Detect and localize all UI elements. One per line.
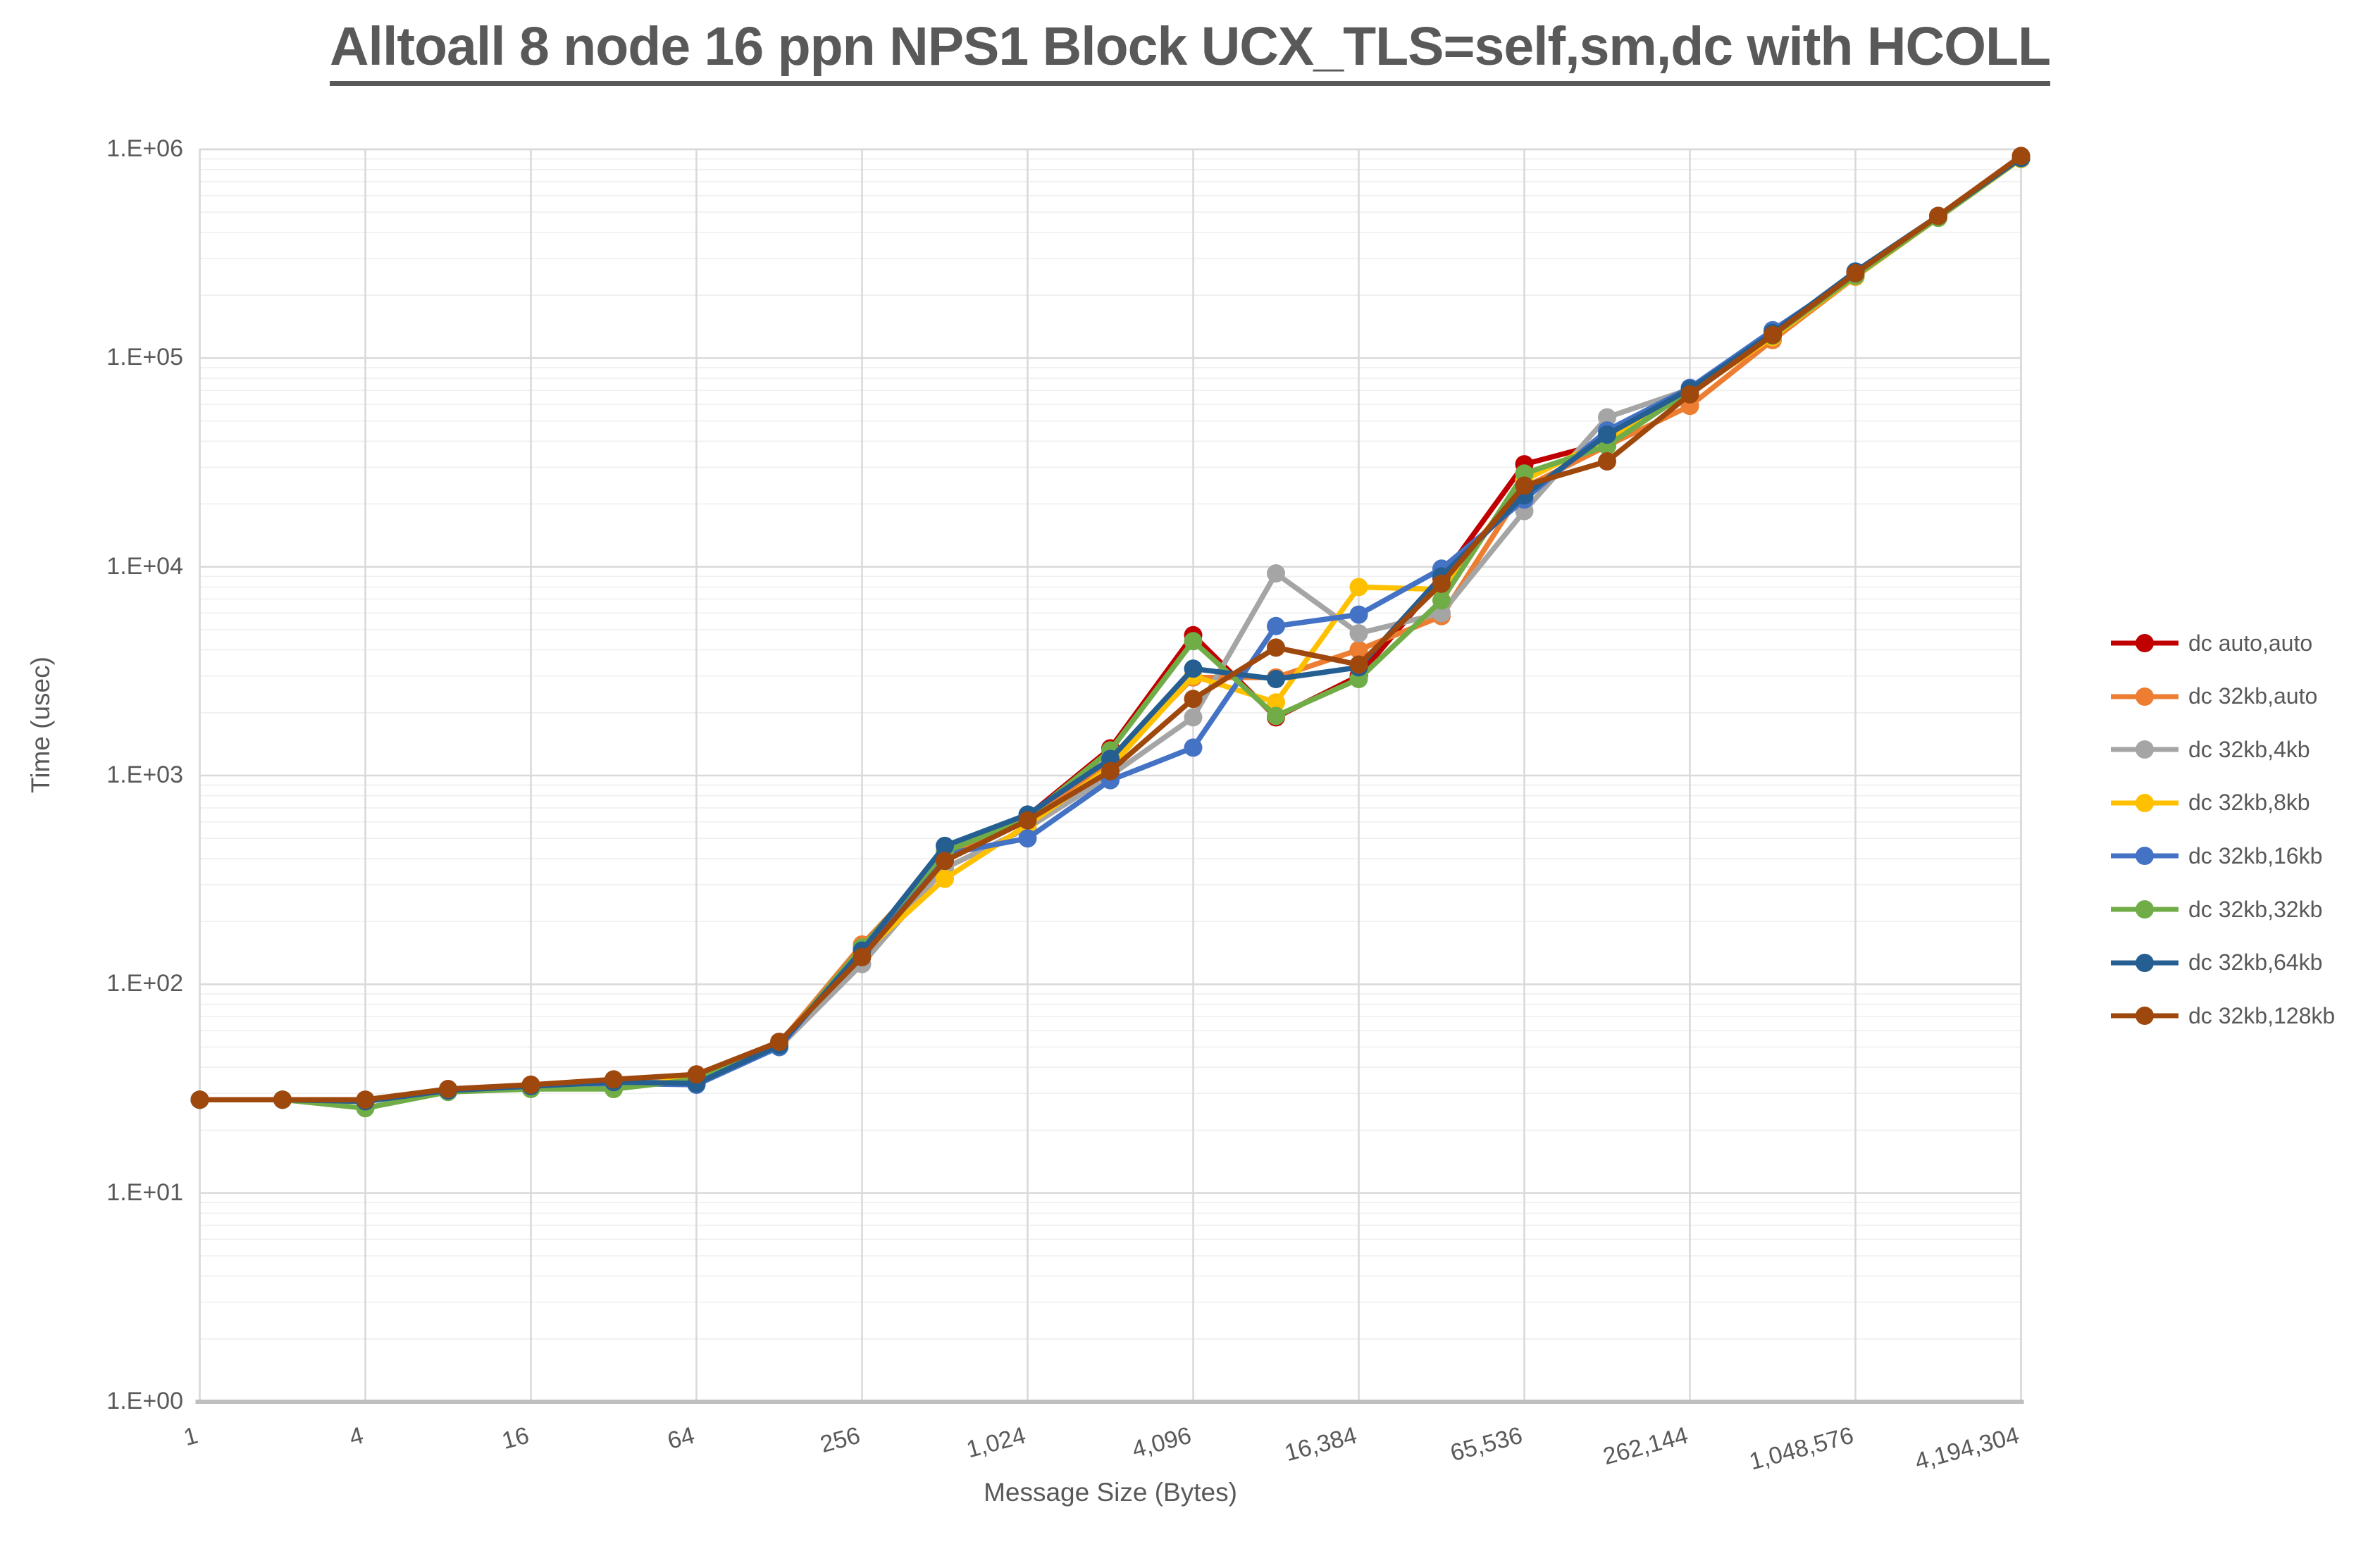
- data-point-marker[interactable]: [770, 1033, 788, 1051]
- data-point-marker[interactable]: [1018, 811, 1037, 830]
- y-tick-label: 1.E+06: [106, 135, 183, 163]
- legend-item-dc-32kb-128kb[interactable]: dc 32kb,128kb: [2109, 989, 2335, 1042]
- data-point-marker[interactable]: [936, 852, 954, 871]
- data-point-marker[interactable]: [1267, 707, 1285, 726]
- legend-dot: [2136, 1007, 2154, 1026]
- legend-label: dc 32kb,4kb: [2188, 736, 2310, 762]
- data-point-marker[interactable]: [1184, 738, 1203, 757]
- data-point-marker[interactable]: [1349, 578, 1368, 597]
- legend-item-dc-32kb-32kb[interactable]: dc 32kb,32kb: [2109, 883, 2322, 936]
- legend-marker-icon: [2111, 634, 2178, 652]
- y-tick-label: 1.E+04: [106, 552, 183, 580]
- data-point-marker[interactable]: [1680, 385, 1699, 404]
- y-tick-label: 1.E+01: [106, 1178, 183, 1206]
- legend-dot: [2136, 847, 2154, 866]
- data-point-marker[interactable]: [853, 947, 872, 966]
- data-point-marker[interactable]: [1598, 408, 1616, 427]
- legend-label: dc 32kb,64kb: [2188, 950, 2323, 976]
- data-point-marker[interactable]: [1267, 616, 1285, 635]
- legend-dot: [2136, 900, 2154, 919]
- data-point-marker[interactable]: [1184, 632, 1203, 651]
- data-point-marker[interactable]: [1267, 693, 1285, 712]
- data-point-marker[interactable]: [1598, 425, 1616, 444]
- data-point-marker[interactable]: [1267, 638, 1285, 657]
- legend-label: dc auto,auto: [2188, 630, 2313, 656]
- legend-dot: [2136, 634, 2154, 652]
- legend-label: dc 32kb,auto: [2188, 683, 2318, 709]
- data-point-marker[interactable]: [1349, 655, 1368, 674]
- data-point-marker[interactable]: [356, 1090, 375, 1109]
- data-point-marker[interactable]: [1267, 670, 1285, 688]
- y-tick-label: 1.E+05: [106, 344, 183, 371]
- data-point-marker[interactable]: [521, 1076, 540, 1094]
- series-line[interactable]: [197, 154, 2024, 1102]
- legend-marker-icon: [2111, 953, 2178, 972]
- legend-label: dc 32kb,8kb: [2188, 790, 2310, 816]
- data-point-marker[interactable]: [1929, 206, 1947, 225]
- legend-item-dc-32kb-64kb[interactable]: dc 32kb,64kb: [2109, 936, 2322, 990]
- legend-label: dc 32kb,16kb: [2188, 842, 2323, 869]
- series-line[interactable]: [197, 156, 2024, 1111]
- data-point-marker[interactable]: [936, 836, 954, 855]
- data-point-marker[interactable]: [1432, 591, 1451, 610]
- x-axis-title: Message Size (Bytes): [984, 1478, 1237, 1507]
- legend-dot: [2136, 740, 2154, 759]
- legend-item-dc-32kb-8kb[interactable]: dc 32kb,8kb: [2109, 776, 2310, 830]
- data-point-marker[interactable]: [1349, 605, 1368, 624]
- data-point-marker[interactable]: [1846, 263, 1865, 282]
- data-point-marker[interactable]: [1267, 564, 1285, 583]
- legend-dot: [2136, 687, 2154, 706]
- data-point-marker[interactable]: [2012, 147, 2031, 166]
- legend-marker-icon: [2111, 1007, 2178, 1026]
- data-point-marker[interactable]: [1764, 325, 1782, 344]
- data-point-marker[interactable]: [1349, 640, 1368, 659]
- data-point-marker[interactable]: [1184, 708, 1203, 727]
- legend-label: dc 32kb,32kb: [2188, 896, 2323, 922]
- legend-dot: [2136, 793, 2154, 812]
- series-dc-auto-auto[interactable]: [190, 147, 2031, 1109]
- data-point-marker[interactable]: [439, 1080, 457, 1098]
- series-line[interactable]: [197, 153, 2024, 1102]
- series-dc-32kb-128kb[interactable]: [190, 147, 2031, 1109]
- data-point-marker[interactable]: [190, 1090, 209, 1109]
- data-point-marker[interactable]: [1184, 690, 1203, 709]
- data-point-marker[interactable]: [273, 1090, 292, 1109]
- legend-dot: [2136, 953, 2154, 972]
- legend-marker-icon: [2111, 740, 2178, 759]
- data-point-marker[interactable]: [1101, 761, 1120, 780]
- data-point-marker[interactable]: [1598, 452, 1616, 471]
- legend-item-dc-32kb-auto[interactable]: dc 32kb,auto: [2109, 670, 2317, 723]
- legend-label: dc 32kb,128kb: [2188, 1002, 2336, 1028]
- legend-marker-icon: [2111, 687, 2178, 706]
- data-point-marker[interactable]: [936, 869, 954, 888]
- y-tick-label: 1.E+02: [106, 970, 183, 997]
- data-point-marker[interactable]: [1432, 574, 1451, 593]
- data-point-marker[interactable]: [1018, 829, 1037, 848]
- series-dc-32kb-32kb[interactable]: [190, 149, 2031, 1118]
- y-tick-label: 1.E+03: [106, 761, 183, 788]
- data-point-marker[interactable]: [1432, 604, 1451, 623]
- chart-title-text: Alltoall 8 node 16 ppn NPS1 Block UCX_TL…: [329, 16, 2051, 86]
- legend-item-dc-auto-auto[interactable]: dc auto,auto: [2109, 616, 2312, 670]
- data-point-marker[interactable]: [1515, 476, 1534, 495]
- legend-item-dc-32kb-16kb[interactable]: dc 32kb,16kb: [2109, 829, 2322, 883]
- legend-marker-icon: [2111, 793, 2178, 812]
- legend-marker-icon: [2111, 900, 2178, 919]
- data-point-marker[interactable]: [605, 1070, 623, 1089]
- data-point-marker[interactable]: [687, 1065, 706, 1084]
- data-point-marker[interactable]: [1184, 659, 1203, 678]
- data-point-marker[interactable]: [1349, 624, 1368, 643]
- y-tick-label: 1.E+00: [106, 1388, 183, 1414]
- legend-item-dc-32kb-4kb[interactable]: dc 32kb,4kb: [2109, 723, 2310, 776]
- chart-title[interactable]: Alltoall 8 node 16 ppn NPS1 Block UCX_TL…: [0, 15, 2380, 86]
- legend-marker-icon: [2111, 847, 2178, 866]
